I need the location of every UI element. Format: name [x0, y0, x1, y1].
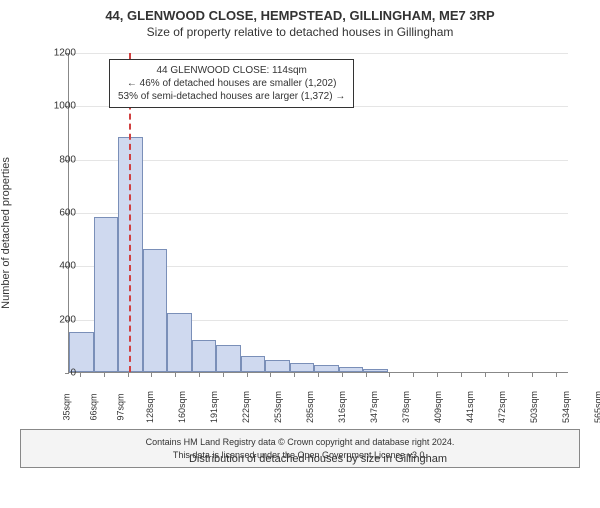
x-tick-label: 565sqm: [594, 391, 600, 423]
x-tick-mark: [342, 373, 343, 377]
annotation-line-3: 53% of semi-detached houses are larger (…: [118, 90, 345, 103]
annotation-box: 44 GLENWOOD CLOSE: 114sqm ← 46% of detac…: [109, 59, 354, 108]
histogram-bar: [69, 332, 94, 372]
histogram-bar: [265, 360, 290, 372]
histogram-bar: [314, 365, 339, 372]
y-tick-label: 200: [46, 314, 76, 325]
plot-area: 44 GLENWOOD CLOSE: 114sqm ← 46% of detac…: [68, 53, 568, 373]
x-tick-mark: [461, 373, 462, 377]
y-tick-label: 400: [46, 261, 76, 272]
histogram-bar: [167, 313, 192, 372]
histogram-bar: [241, 356, 266, 372]
histogram-bar: [143, 249, 168, 372]
x-tick-mark: [437, 373, 438, 377]
annotation-line-1: 44 GLENWOOD CLOSE: 114sqm: [118, 64, 345, 77]
x-tick-mark: [366, 373, 367, 377]
x-tick-mark: [128, 373, 129, 377]
x-tick-mark: [485, 373, 486, 377]
x-tick-mark: [175, 373, 176, 377]
chart-container: Number of detached properties 44 GLENWOO…: [20, 43, 580, 423]
histogram-bar: [192, 340, 217, 372]
page-title: 44, GLENWOOD CLOSE, HEMPSTEAD, GILLINGHA…: [0, 8, 600, 23]
attribution-line-1: Contains HM Land Registry data © Crown c…: [29, 436, 571, 449]
x-tick-mark: [199, 373, 200, 377]
x-tick-mark: [270, 373, 271, 377]
x-tick-mark: [389, 373, 390, 377]
x-tick-mark: [151, 373, 152, 377]
histogram-bar: [290, 363, 315, 372]
x-tick-mark: [80, 373, 81, 377]
x-tick-mark: [294, 373, 295, 377]
x-tick-mark: [413, 373, 414, 377]
x-ticks: 35sqm66sqm97sqm128sqm160sqm191sqm222sqm2…: [68, 373, 568, 413]
histogram-bar: [216, 345, 241, 372]
y-tick-label: 1200: [46, 48, 76, 59]
x-tick-mark: [556, 373, 557, 377]
y-tick-label: 1000: [46, 101, 76, 112]
x-tick-mark: [532, 373, 533, 377]
y-tick-label: 800: [46, 154, 76, 165]
x-tick-mark: [223, 373, 224, 377]
x-tick-mark: [247, 373, 248, 377]
y-axis-label: Number of detached properties: [0, 157, 12, 309]
histogram-bar: [363, 369, 388, 372]
x-tick-mark: [508, 373, 509, 377]
x-axis-label: Distribution of detached houses by size …: [68, 453, 568, 465]
x-tick-mark: [104, 373, 105, 377]
histogram-bar: [94, 217, 119, 372]
histogram-bar: [339, 367, 364, 372]
page-subtitle: Size of property relative to detached ho…: [0, 25, 600, 39]
x-tick-mark: [318, 373, 319, 377]
annotation-line-2: ← 46% of detached houses are smaller (1,…: [118, 77, 345, 90]
y-tick-label: 600: [46, 208, 76, 219]
